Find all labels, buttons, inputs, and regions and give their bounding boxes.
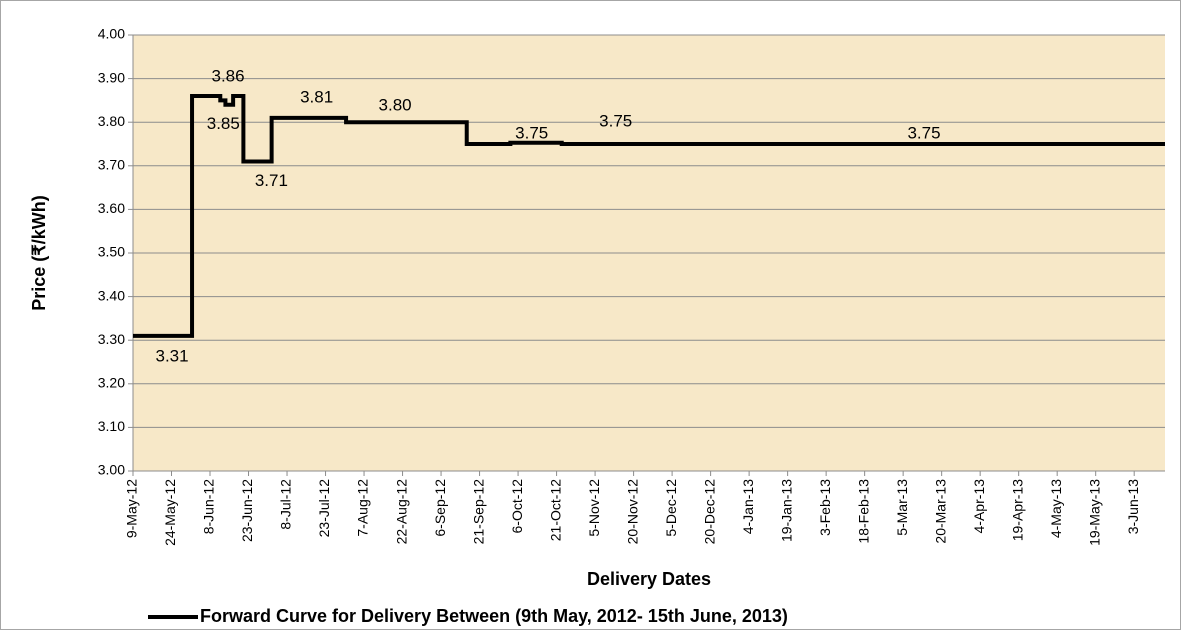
x-tick-label: 6-Oct-12 xyxy=(509,479,525,534)
x-tick-label: 3-Feb-13 xyxy=(817,479,833,536)
data-label: 3.75 xyxy=(515,123,548,142)
marks xyxy=(133,94,1165,338)
x-tick-label: 20-Nov-12 xyxy=(624,479,640,545)
x-tick-label: 3-Jun-13 xyxy=(1125,479,1141,534)
line xyxy=(133,94,1165,338)
x-tick-label: 24-May-12 xyxy=(162,479,178,546)
x-tick-label: 4-May-13 xyxy=(1048,479,1064,538)
y-axis-title: Price (₹/kWh) xyxy=(29,195,49,310)
data-label: 3.86 xyxy=(211,67,244,86)
x-tick-label: 7-Aug-12 xyxy=(355,479,371,537)
y-tick-label: 3.30 xyxy=(98,331,125,347)
x-tick-label: 5-Mar-13 xyxy=(894,479,910,536)
y-tick-label: 3.40 xyxy=(98,287,125,303)
y-tick-label: 3.10 xyxy=(98,418,125,434)
x-tick-label: 4-Apr-13 xyxy=(971,479,987,534)
x-axis-title: Delivery Dates xyxy=(587,569,711,589)
x-tick-label: 6-Sep-12 xyxy=(432,479,448,537)
x-tick-label: 9-May-12 xyxy=(124,479,140,538)
y-tick-label: 3.70 xyxy=(98,157,125,173)
x-tick-label: 5-Nov-12 xyxy=(586,479,602,537)
data-label: 3.75 xyxy=(907,123,940,142)
y-tick-label: 3.60 xyxy=(98,200,125,216)
y-tick-label: 4.00 xyxy=(98,26,125,42)
x-tick-label: 18-Feb-13 xyxy=(855,479,871,544)
data-label: 3.31 xyxy=(155,346,188,365)
x-tick-label: 21-Oct-12 xyxy=(547,479,563,541)
legend-label: Forward Curve for Delivery Between (9th … xyxy=(200,606,788,626)
x-tick-label: 22-Aug-12 xyxy=(393,479,409,545)
x-tick-label: 8-Jul-12 xyxy=(278,479,294,530)
data-label: 3.80 xyxy=(379,96,412,115)
x-tick-label: 23-Jul-12 xyxy=(316,479,332,538)
x-tick-label: 5-Dec-12 xyxy=(663,479,679,537)
x-tick-label: 21-Sep-12 xyxy=(470,479,486,545)
x-tick-label: 23-Jun-12 xyxy=(239,479,255,542)
x-tick-label: 19-Apr-13 xyxy=(1009,479,1025,541)
grid xyxy=(128,34,1165,476)
y-tick-label: 3.90 xyxy=(98,69,125,85)
x-tick-label: 19-May-13 xyxy=(1086,479,1102,546)
x-tick-label: 19-Jan-13 xyxy=(778,479,794,542)
labels: 3.00 3.10 3.20 3.30 3.40 3.50 3.60 3.70 3.80 3.90… xyxy=(98,26,1141,546)
data-label: 3.71 xyxy=(255,171,288,190)
data-label: 3.81 xyxy=(300,87,333,106)
y-tick-label: 3.80 xyxy=(98,113,125,129)
y-tick-label: 3.50 xyxy=(98,244,125,260)
x-tick-label: 4-Jan-13 xyxy=(740,479,756,534)
x-tick-label: 20-Dec-12 xyxy=(701,479,717,545)
y-tick-label: 3.00 xyxy=(98,462,125,478)
x-tick-label: 8-Jun-12 xyxy=(201,479,217,534)
legend: Forward Curve for Delivery Between (9th … xyxy=(148,606,788,626)
x-tick-label: 20-Mar-13 xyxy=(932,479,948,544)
data-label: 3.75 xyxy=(599,111,632,130)
y-tick-label: 3.20 xyxy=(98,375,125,391)
data-label: 3.85 xyxy=(207,114,240,133)
